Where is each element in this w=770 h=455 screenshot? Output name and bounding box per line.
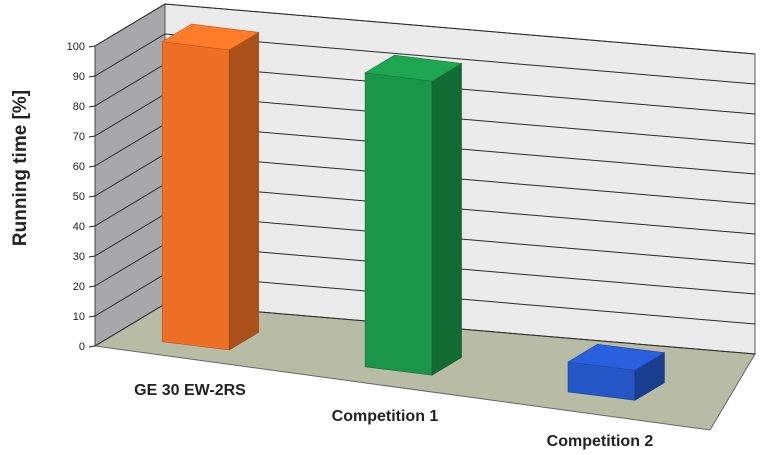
tick-mark	[88, 345, 96, 348]
tick-label: 30	[73, 251, 85, 263]
tick-mark	[88, 195, 96, 198]
tick-label: 50	[73, 191, 85, 203]
tick-mark	[88, 135, 96, 138]
category-label: Competition 1	[332, 408, 439, 425]
tick-label: 60	[73, 161, 85, 173]
category-label: Competition 2	[547, 433, 654, 450]
bar-front	[364, 72, 433, 376]
tick-label: 70	[73, 131, 85, 143]
bar-top	[161, 23, 260, 51]
bar-top	[567, 344, 666, 371]
tick-label: 20	[73, 281, 85, 293]
bar	[364, 54, 463, 376]
tick-mark	[88, 105, 96, 108]
bar	[567, 344, 666, 401]
tick-mark	[88, 45, 96, 48]
tick-label: 90	[73, 71, 85, 83]
grid-line	[94, 3, 756, 55]
tick-label: 0	[79, 341, 85, 353]
bar	[161, 23, 260, 351]
bars	[161, 23, 666, 401]
y-axis-ticks: 0 10 20 30 40 50 60 70 80 90 100	[67, 41, 96, 353]
tick-mark	[88, 165, 96, 168]
y-axis-label: Running time [%]	[10, 90, 31, 246]
x-axis-categories: GE 30 EW-2RS Competition 1 Competition 2	[134, 382, 653, 450]
tick-label: 10	[73, 311, 85, 323]
tick-label: 40	[73, 221, 85, 233]
tick-mark	[88, 225, 96, 228]
bar-top	[364, 54, 463, 82]
tick-mark	[88, 75, 96, 78]
bar-front	[161, 41, 230, 351]
tick-mark	[88, 315, 96, 318]
tick-mark	[88, 285, 96, 288]
bar-side	[228, 31, 259, 351]
tick-mark	[88, 255, 96, 258]
category-label: GE 30 EW-2RS	[134, 382, 246, 399]
bar-side	[431, 62, 462, 376]
grid-line	[94, 33, 756, 85]
tick-label: 100	[67, 41, 85, 53]
tick-label: 80	[73, 101, 85, 113]
